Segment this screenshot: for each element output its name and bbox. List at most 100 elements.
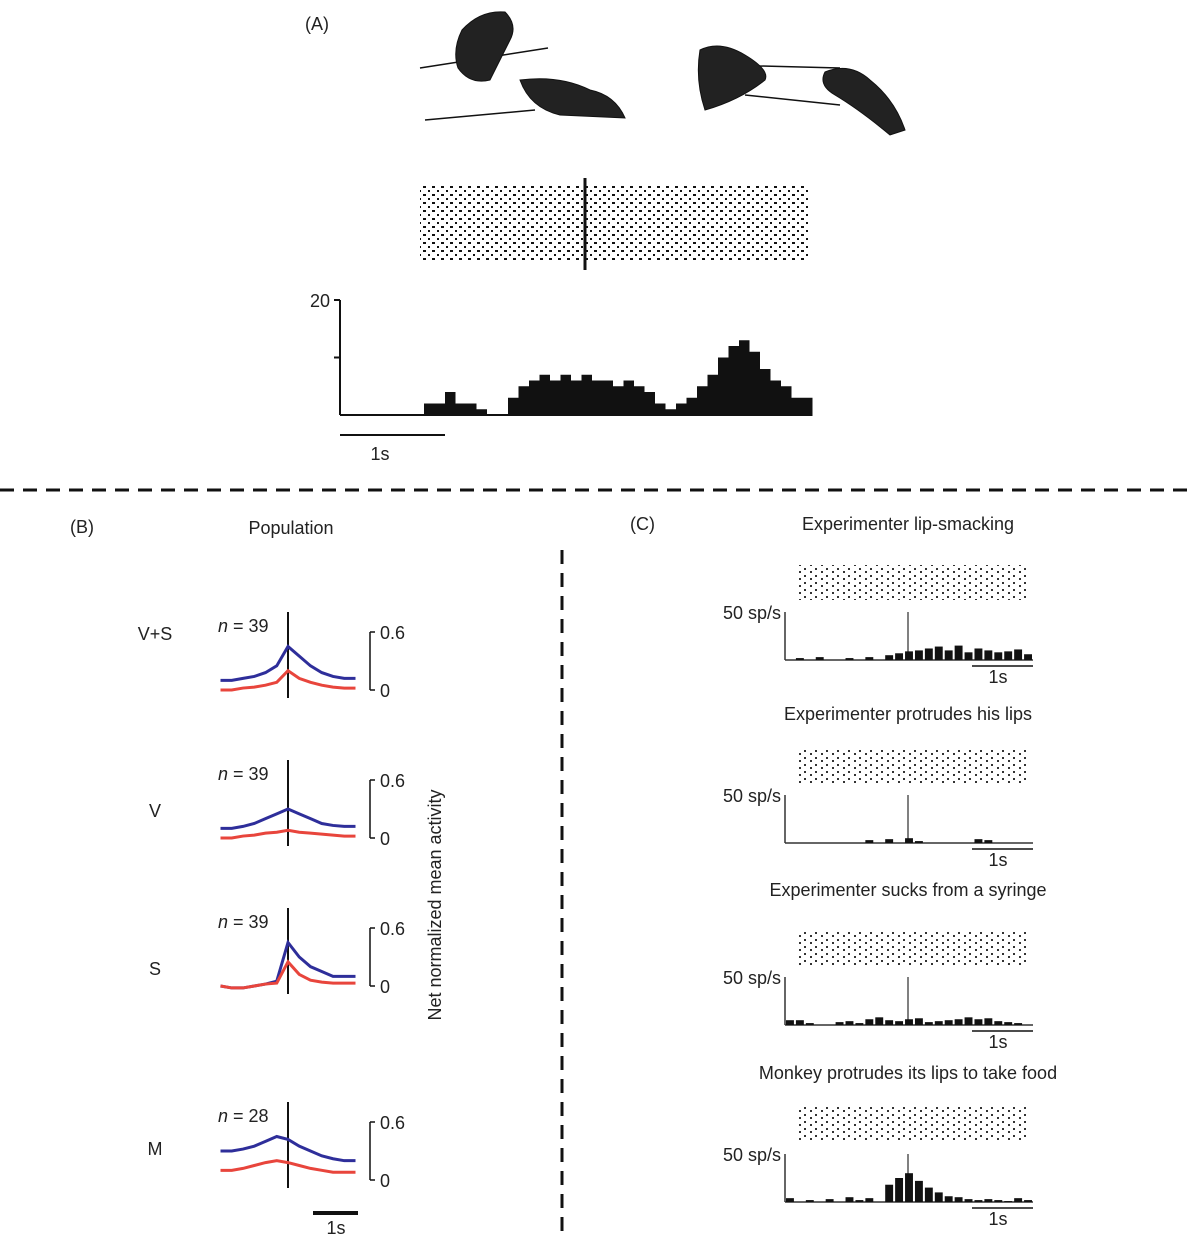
bar [885,1020,893,1025]
bar [456,404,467,416]
spike-raster [795,930,1030,965]
y-tick-label: 50 sp/s [723,786,781,806]
bar [645,392,656,415]
bar [550,381,561,416]
bar [965,652,973,660]
panel-label: (C) [630,514,655,534]
bar [540,375,551,415]
bar [435,404,446,416]
bar [915,650,923,660]
bar [836,1022,844,1025]
n-count: = 39 [233,764,269,784]
scale-bar-label: 1s [988,850,1007,870]
bar [529,381,540,416]
bar [915,1181,923,1202]
bar [984,1018,992,1025]
bar [603,381,614,416]
bar [945,1196,953,1202]
bar [729,346,740,415]
n-label: n= 39 [218,764,269,784]
bar [1014,1023,1022,1025]
bar [994,1200,1002,1202]
scale-bar-label: 1s [988,1032,1007,1052]
panel-label: (A) [305,14,329,34]
bar [846,1197,854,1202]
bar [885,655,893,660]
bar [925,1022,933,1025]
figure: (A)201s(B)PopulationNet normalized mean … [0,0,1189,1238]
bar [935,1192,943,1202]
bar [1004,1022,1012,1025]
bar [816,657,824,660]
bar [1024,654,1032,660]
scale-bar-label: 1s [988,1209,1007,1229]
bar [666,409,677,415]
spike-raster [795,748,1030,783]
bar [865,1019,873,1025]
n-symbol: n [218,1106,228,1126]
bar [1004,651,1012,660]
n-count: = 39 [233,912,269,932]
n-label: n= 39 [218,912,269,932]
spike-raster [420,185,810,260]
subplot-title: Monkey protrudes its lips to take food [759,1063,1057,1083]
bar [846,1021,854,1025]
row-label: V [149,801,161,821]
scale-bar-label: 1s [370,444,389,464]
y-tick-label: 0.6 [380,1113,405,1133]
bar [905,1019,913,1025]
bar [905,838,913,843]
panel-title: Population [248,518,333,538]
bar [1014,1198,1022,1202]
spike-raster [795,565,1030,600]
bar [781,386,792,415]
bar [994,652,1002,660]
hand-illustration [420,12,905,135]
bar [826,1199,834,1202]
panel-label: (B) [70,517,94,537]
subplot-title: Experimenter sucks from a syringe [769,880,1046,900]
bar [984,650,992,660]
axis-label: Net normalized mean activity [425,789,445,1020]
row-label: V+S [138,624,173,644]
bar [846,658,854,660]
bar [592,381,603,416]
bar [935,647,943,660]
bar [792,398,803,415]
bar [571,381,582,416]
bar [634,386,645,415]
scale-bar-label: 1s [988,667,1007,687]
bar [561,375,572,415]
bar [905,651,913,660]
bar [895,1178,903,1202]
bar [965,1199,973,1202]
bar [994,1021,1002,1025]
bar [718,358,729,416]
bar [445,392,456,415]
bar [796,658,804,660]
bar [925,648,933,660]
y-tick-label: 0 [380,1171,390,1191]
bar [519,386,530,415]
bar [945,1020,953,1025]
bar [760,369,771,415]
bar [582,375,593,415]
bar [895,1021,903,1025]
y-tick-label: 0 [380,681,390,701]
bar [885,839,893,843]
bar [708,375,719,415]
y-tick-label: 0 [380,977,390,997]
row-label: M [148,1139,163,1159]
bar [885,1185,893,1202]
bar [806,1023,814,1025]
bar [676,404,687,416]
bar [786,1020,794,1025]
bar [855,1023,863,1025]
bar [508,398,519,415]
bar [786,1198,794,1202]
y-tick-label: 50 sp/s [723,1145,781,1165]
bar [624,381,635,416]
bar [865,1198,873,1202]
bar [974,648,982,660]
bar [796,1020,804,1025]
